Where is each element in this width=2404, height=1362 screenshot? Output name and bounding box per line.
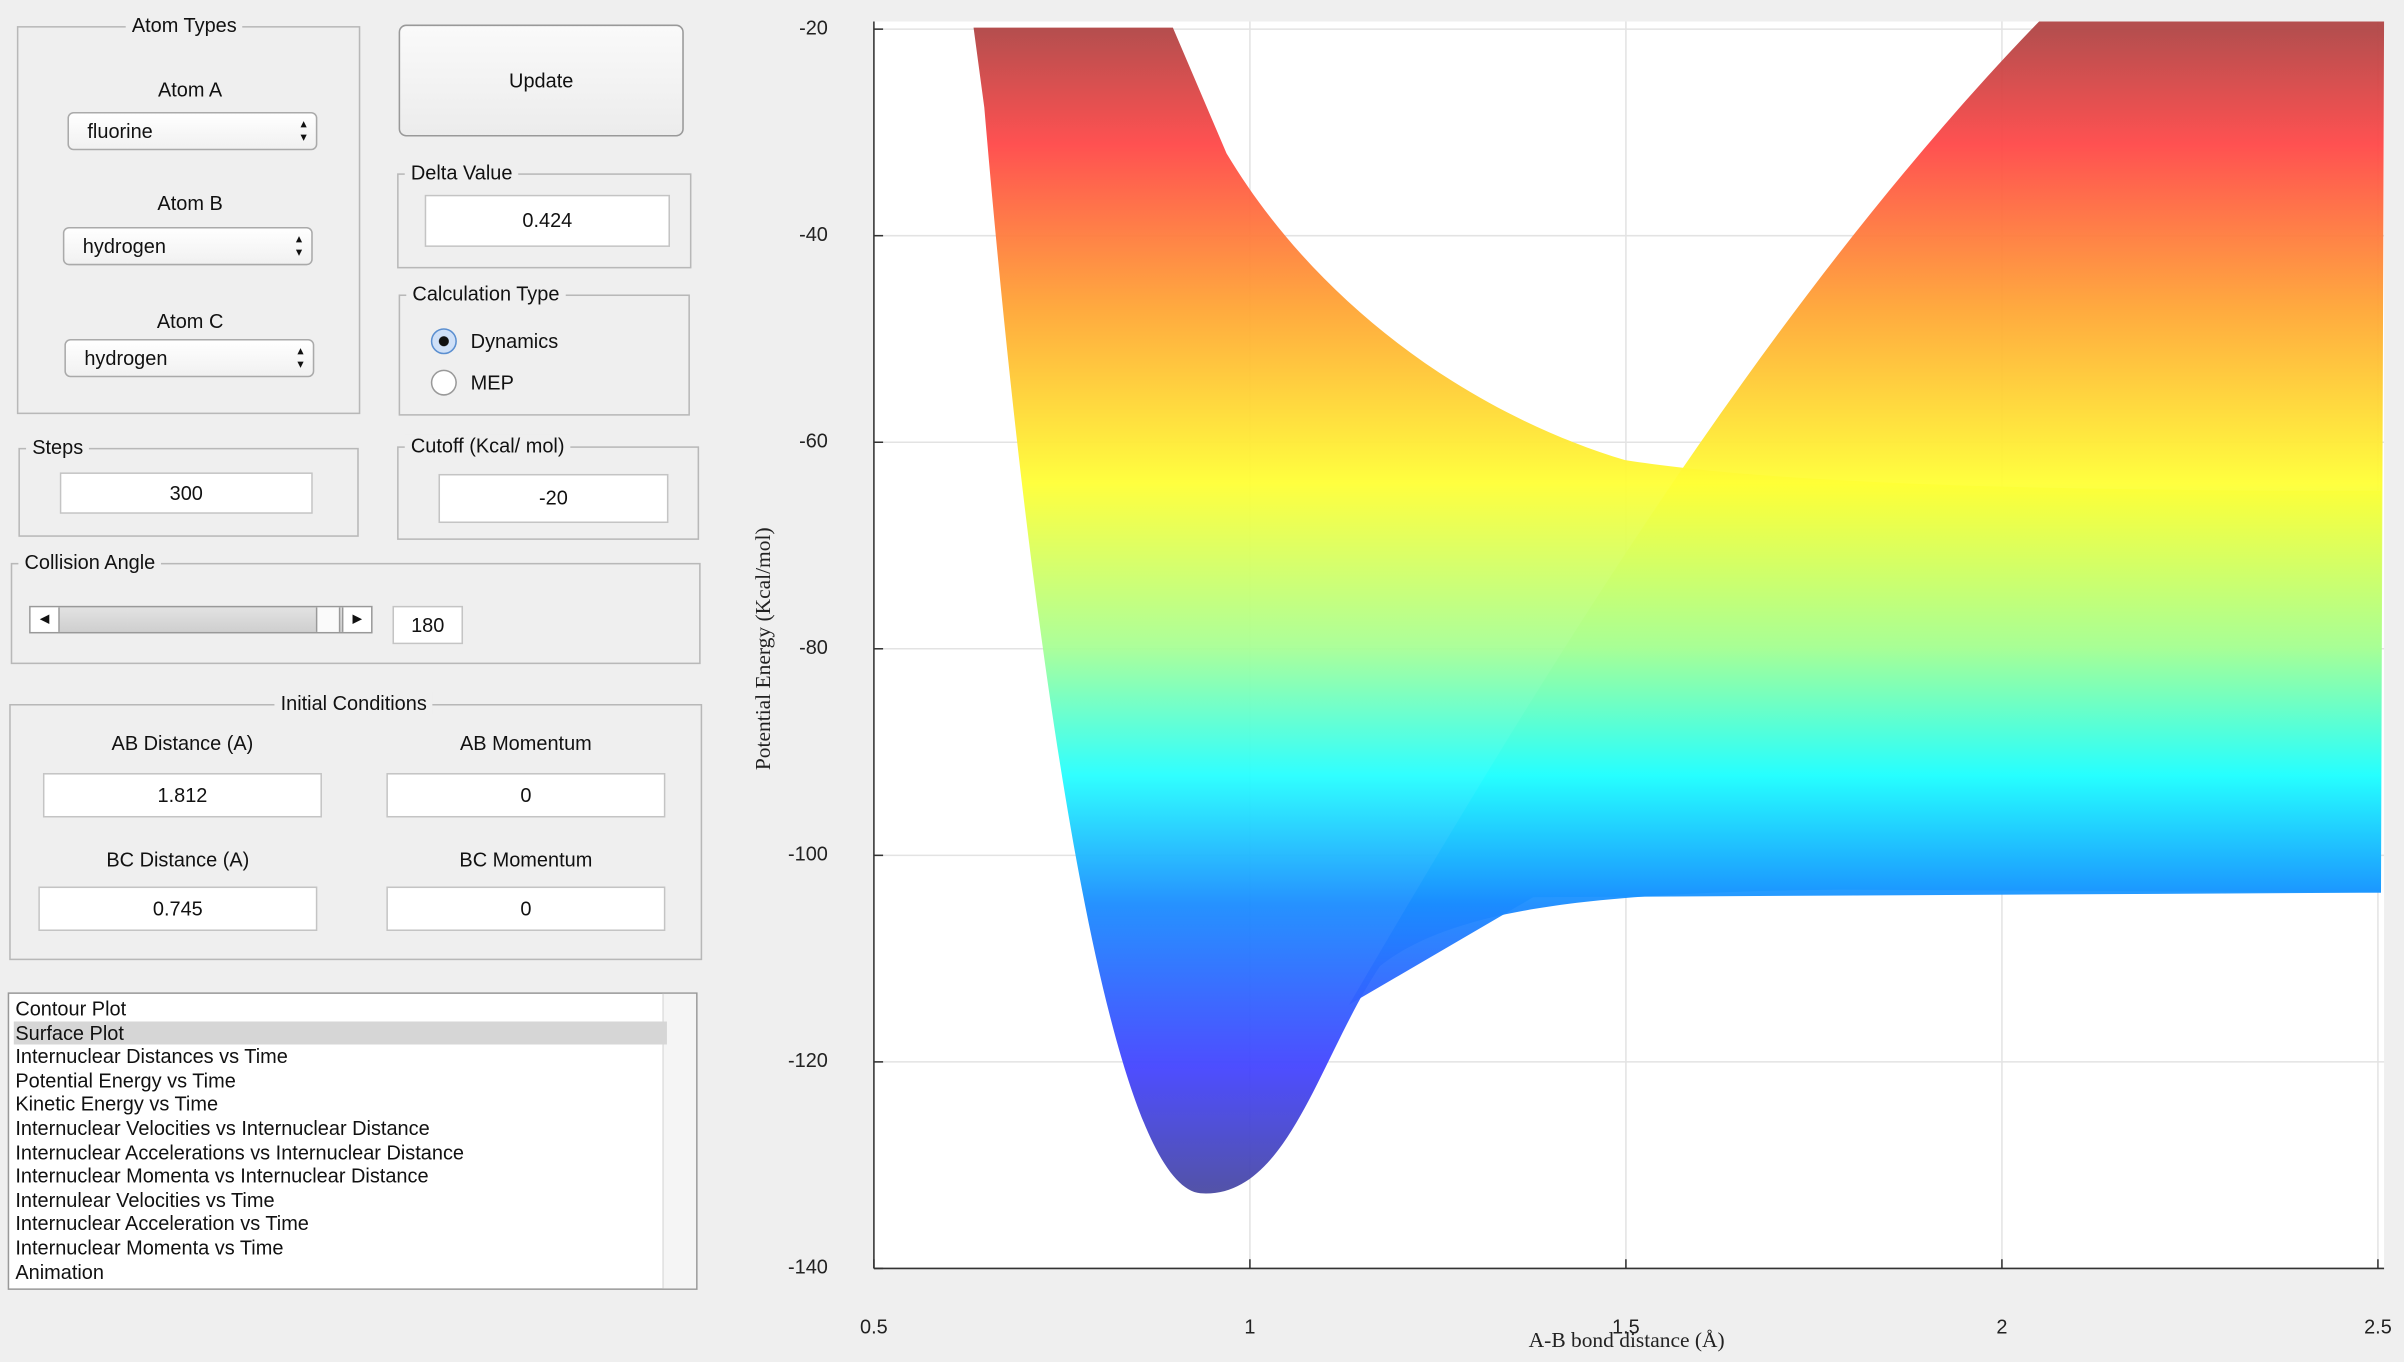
bc-momentum-input[interactable]: 0 bbox=[386, 886, 666, 932]
plot-list-item[interactable]: Internuclear Accelerations vs Internucle… bbox=[15, 1140, 465, 1164]
calc-type-panel: Calculation Type Dynamics MEP bbox=[398, 282, 690, 416]
y-tick-label: -20 bbox=[799, 17, 828, 39]
plot-list-item[interactable]: Contour Plot bbox=[15, 996, 127, 1020]
panel-title: Cutoff (Kcal/ mol) bbox=[404, 434, 571, 458]
x-axis-label: A-B bond distance (Å) bbox=[1529, 1328, 1725, 1352]
panel-title: Steps bbox=[26, 435, 90, 459]
x-tick-label: 1 bbox=[1244, 1317, 1255, 1339]
plot-list-item[interactable]: Surface Plot bbox=[13, 1020, 667, 1045]
y-tick-label: -120 bbox=[788, 1050, 828, 1072]
delta-input[interactable]: 0.424 bbox=[424, 194, 670, 247]
plot-list-item[interactable]: Internuclear Velocities vs Internuclear … bbox=[15, 1116, 430, 1140]
y-tick-label: -80 bbox=[799, 637, 828, 659]
x-tick-label: 1.5 bbox=[1612, 1317, 1640, 1339]
bc-distance-input[interactable]: 0.745 bbox=[38, 886, 318, 932]
y-tick-label: -100 bbox=[788, 844, 828, 866]
y-axis-label: Potential Energy (Kcal/mol) bbox=[751, 527, 775, 770]
surface-sheet bbox=[876, 27, 2381, 1194]
atom-b-select[interactable]: hydrogen bbox=[62, 226, 313, 266]
ab-distance-input[interactable]: 1.812 bbox=[42, 773, 322, 818]
plot-list-item[interactable]: Internuclear Acceleration vs Time bbox=[15, 1212, 309, 1236]
update-button[interactable]: Update bbox=[398, 24, 684, 137]
label: AB Distance (A) bbox=[111, 731, 254, 755]
angle-input[interactable]: 180 bbox=[392, 605, 464, 645]
slider-thumb[interactable] bbox=[315, 607, 341, 632]
slider[interactable]: ◀ ▶ bbox=[29, 605, 373, 634]
cutoff-input[interactable]: -20 bbox=[438, 473, 669, 524]
slider-right[interactable]: ▶ bbox=[341, 607, 372, 632]
label: Atom A bbox=[157, 78, 223, 102]
atom-c-select[interactable]: hydrogen bbox=[64, 338, 315, 378]
label: AB Momentum bbox=[459, 731, 592, 755]
delta-panel: Delta Value 0.424 bbox=[397, 161, 692, 269]
plot-list-item[interactable]: Internuclear Momenta vs Time bbox=[15, 1236, 284, 1260]
steps-input[interactable]: 300 bbox=[59, 472, 313, 514]
radio-button[interactable] bbox=[430, 328, 457, 355]
cutoff-panel: Cutoff (Kcal/ mol) -20 bbox=[397, 434, 700, 540]
x-tick-label: 2.5 bbox=[2364, 1317, 2392, 1339]
atom-types-panel: Atom Types Atom A fluorine Atom B hydrog… bbox=[16, 13, 361, 415]
radio-button[interactable] bbox=[430, 369, 457, 396]
surface-chart: -20 -40 -60 -80 -100 -120 -140 0.5 1 1.5 2 2.5 Poten… bbox=[751, 17, 2392, 1352]
panel-title: Collision Angle bbox=[18, 550, 162, 574]
y-tick-label: -140 bbox=[788, 1257, 828, 1279]
plot-list-item[interactable]: Animation bbox=[15, 1260, 104, 1284]
scrollbar[interactable] bbox=[662, 993, 697, 1289]
y-tick-label: -60 bbox=[799, 431, 828, 453]
plot-list-item[interactable]: Internuclear Distances vs Time bbox=[15, 1044, 288, 1068]
surface bbox=[876, 21, 2385, 1194]
steps-panel: Steps 300 bbox=[18, 435, 359, 537]
initial-conditions-panel: Initial Conditions AB Distance (A) 1.812… bbox=[9, 691, 703, 961]
plot-list-item[interactable]: Kinetic Energy vs Time bbox=[15, 1092, 219, 1116]
x-tick-label: 0.5 bbox=[860, 1317, 888, 1339]
atom-a-select[interactable]: fluorine bbox=[67, 111, 318, 151]
plot-list-item[interactable]: Internulear Velocities vs Time bbox=[15, 1188, 275, 1212]
panel-title: Atom Types bbox=[125, 13, 243, 37]
slider-left[interactable]: ◀ bbox=[30, 607, 60, 632]
label: Atom C bbox=[156, 309, 224, 333]
ab-momentum-input[interactable]: 0 bbox=[386, 773, 666, 818]
radio-label[interactable]: Dynamics bbox=[470, 329, 559, 353]
label: BC Momentum bbox=[459, 848, 593, 872]
label: BC Distance (A) bbox=[106, 848, 250, 872]
plot-list-item[interactable]: Potential Energy vs Time bbox=[15, 1068, 236, 1092]
label: Atom B bbox=[157, 191, 223, 215]
y-tick-label: -40 bbox=[799, 224, 828, 246]
plot-list-item[interactable]: Internuclear Momenta vs Internuclear Dis… bbox=[15, 1164, 429, 1188]
plot-list[interactable]: Contour Plot Surface Plot Internuclear Dis… bbox=[7, 992, 698, 1290]
radio-label[interactable]: MEP bbox=[470, 371, 514, 395]
x-tick-label: 2 bbox=[1996, 1317, 2007, 1339]
panel-title: Delta Value bbox=[404, 161, 519, 185]
collision-angle-panel: Collision Angle ◀ ▶ 180 bbox=[10, 550, 701, 665]
panel-title: Calculation Type bbox=[406, 282, 566, 306]
panel-title: Initial Conditions bbox=[274, 691, 433, 715]
